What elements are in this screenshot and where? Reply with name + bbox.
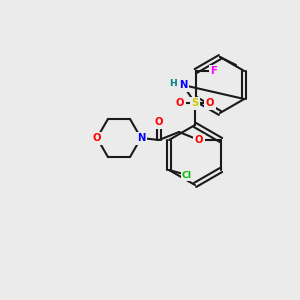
Text: O: O [93, 133, 101, 143]
Text: O: O [195, 135, 203, 145]
Text: F: F [210, 66, 217, 76]
Text: H: H [169, 79, 177, 88]
Text: O: O [155, 117, 163, 127]
Text: O: O [176, 98, 184, 108]
Text: Cl: Cl [182, 170, 192, 179]
Text: O: O [206, 98, 214, 108]
Text: S: S [191, 98, 199, 108]
Text: N: N [137, 133, 145, 143]
Text: N: N [179, 80, 187, 90]
